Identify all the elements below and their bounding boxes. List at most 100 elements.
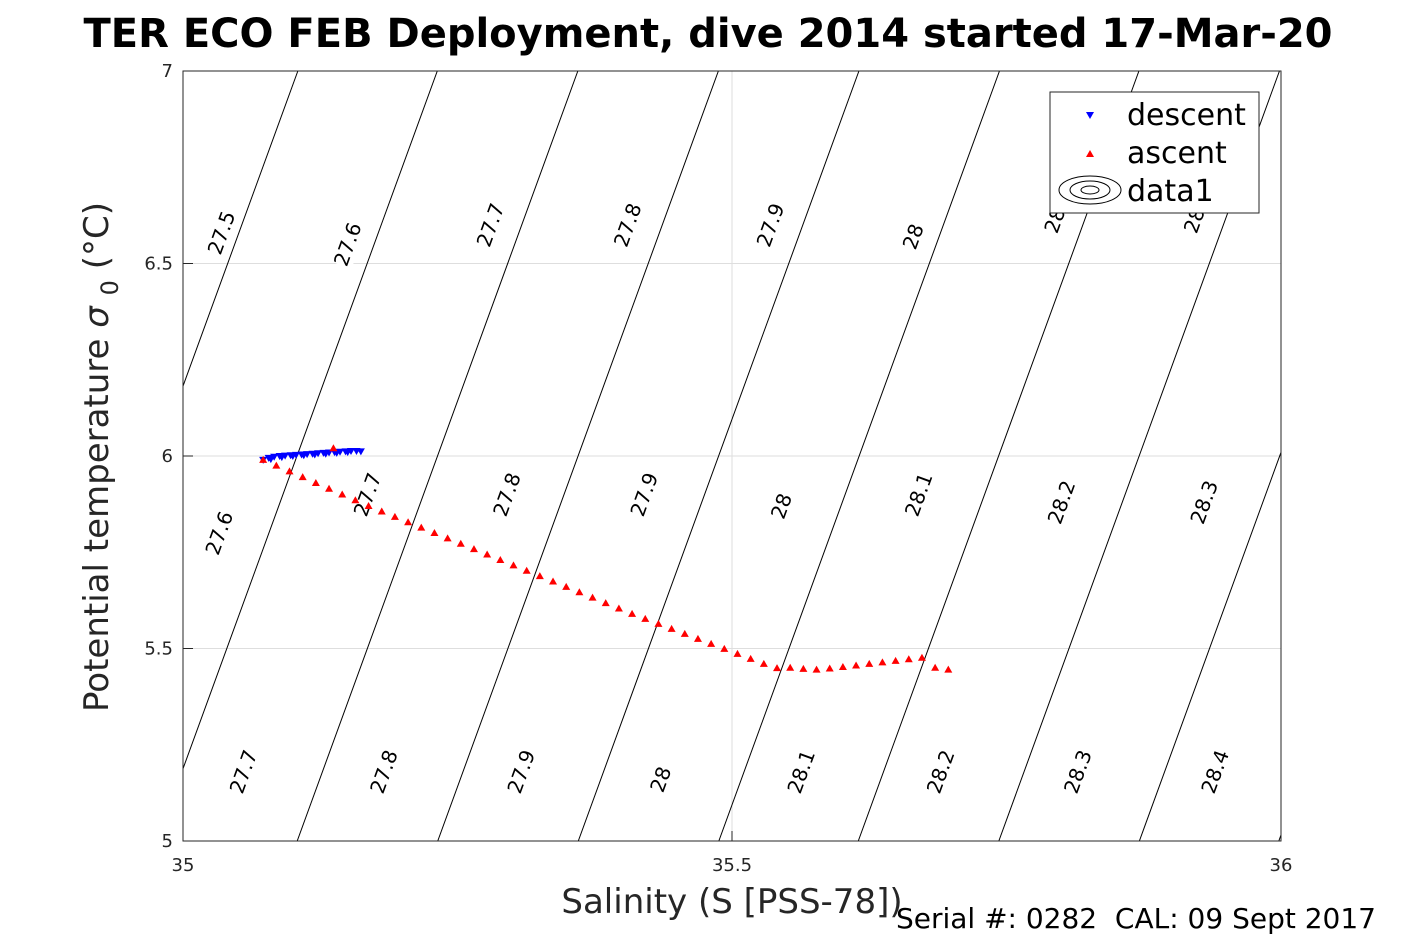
legend-ascent-label: ascent [1127, 136, 1227, 171]
ascent-point [601, 599, 610, 607]
ascent-point [575, 588, 584, 596]
legend: descent ascent data1 [1049, 91, 1260, 214]
y-axis-label-unit: (°C) [77, 202, 117, 269]
contour-label-bg [1059, 746, 1097, 797]
y-axis-label: Potential temperature σ 0 (°C) [77, 202, 127, 712]
ascent-point [364, 502, 373, 510]
ascent-point [917, 653, 926, 661]
ascent-point [390, 512, 399, 520]
ascent-point [272, 461, 281, 469]
ascent-point [786, 663, 795, 671]
contour-line-27.9 [577, 71, 860, 841]
ascent-point [496, 555, 505, 563]
descent-point [321, 450, 330, 458]
ascent-point [628, 609, 637, 617]
footer-serial-cal: Serial #: 0282 CAL: 09 Sept 2017 [896, 902, 1376, 935]
ascent-point [931, 663, 940, 671]
contour-label-bg [202, 207, 241, 258]
y-tick-label: 6.5 [144, 254, 173, 275]
ascent-point [746, 654, 755, 662]
legend-contour-icon [1058, 175, 1122, 205]
chart-title: TER ECO FEB Deployment, dive 2014 starte… [83, 11, 1332, 57]
ascent-point [588, 593, 597, 601]
ascent-point [614, 604, 623, 612]
x-tick-label: 36 [1270, 855, 1293, 876]
contour-line-28.3 [1138, 450, 1281, 841]
contour-label-bg [782, 746, 820, 797]
contour-label-bg [200, 508, 239, 558]
ascent-point [812, 665, 821, 673]
descent-point [356, 448, 365, 456]
ascent-point [693, 634, 702, 642]
ascent-point [351, 496, 360, 504]
ascent-point [456, 539, 465, 547]
series-ascent [259, 444, 953, 673]
y-axis-label-symbol: σ [77, 305, 117, 328]
y-tick-label: 7 [162, 61, 173, 82]
ascent-point [259, 455, 268, 463]
ascent-point [891, 656, 900, 664]
contour-line-28 [718, 71, 1000, 841]
ascent-point [680, 629, 689, 637]
ascent-point [838, 662, 847, 670]
ascent-point [285, 467, 294, 475]
contour-line-27.7 [296, 71, 579, 841]
series-descent [259, 447, 365, 464]
contour-label-bg [921, 746, 960, 797]
contour-line-27.5 [183, 71, 299, 388]
ascent-point [404, 518, 413, 526]
ascent-point [562, 582, 571, 590]
contour-label-bg [502, 746, 540, 797]
ascent-point [733, 649, 742, 657]
contour-label-bg [751, 200, 790, 250]
x-tick-label: 35.5 [712, 855, 752, 876]
y-tick-label: 6 [162, 446, 173, 467]
ascent-point [298, 473, 307, 481]
ascent-point [325, 484, 334, 492]
descent-point [332, 449, 341, 457]
contour-label-bg [641, 754, 680, 805]
data-series [259, 444, 953, 673]
ascent-point [549, 577, 558, 585]
ascent-point [720, 644, 729, 652]
x-tick-label: 35 [172, 855, 195, 876]
ascent-point [483, 550, 492, 558]
contour-line-27.8 [437, 71, 719, 841]
contour-label-bg [608, 200, 647, 250]
ascent-point [852, 661, 861, 669]
ascent-point [377, 507, 386, 515]
ascent-point [535, 572, 544, 580]
legend-descent-marker [1086, 112, 1094, 119]
ascent-point [430, 529, 439, 536]
ascent-point [904, 655, 913, 663]
y-axis-label-subscript: 0 [96, 280, 124, 295]
y-tick-label: 5.5 [144, 639, 173, 660]
contour-label-bg [1185, 477, 1223, 527]
ascent-point [759, 659, 768, 667]
svg-text:Potential temperature σ: Potential temperature σ 0 (°C) [77, 202, 127, 712]
descent-point [343, 449, 352, 457]
contour-label-bg [365, 746, 403, 797]
ascent-point [522, 566, 531, 574]
ascent-point [667, 624, 676, 632]
x-tick-labels: 35 35.5 36 [172, 855, 1293, 876]
ascent-point [799, 664, 808, 672]
contour-label-bg [894, 211, 932, 262]
ascent-point [773, 664, 782, 672]
axes [182, 70, 1282, 842]
contour-label-bg [899, 469, 938, 520]
ascent-point [509, 561, 518, 569]
contour-label-bg [1196, 746, 1234, 797]
ascent-point [654, 619, 663, 627]
y-tick-labels: 5 5.5 6 6.5 7 [144, 61, 173, 852]
contour-label-bg [224, 746, 263, 797]
ascent-point [865, 659, 874, 667]
descent-point [310, 451, 319, 459]
ascent-point [329, 444, 338, 452]
x-axis-label: Salinity (S [PSS-78]) [561, 882, 902, 922]
contour-label-bg [762, 481, 801, 531]
ascent-point [944, 665, 953, 673]
descent-point [277, 454, 286, 462]
descent-point [288, 453, 297, 460]
ascent-point [469, 545, 478, 553]
